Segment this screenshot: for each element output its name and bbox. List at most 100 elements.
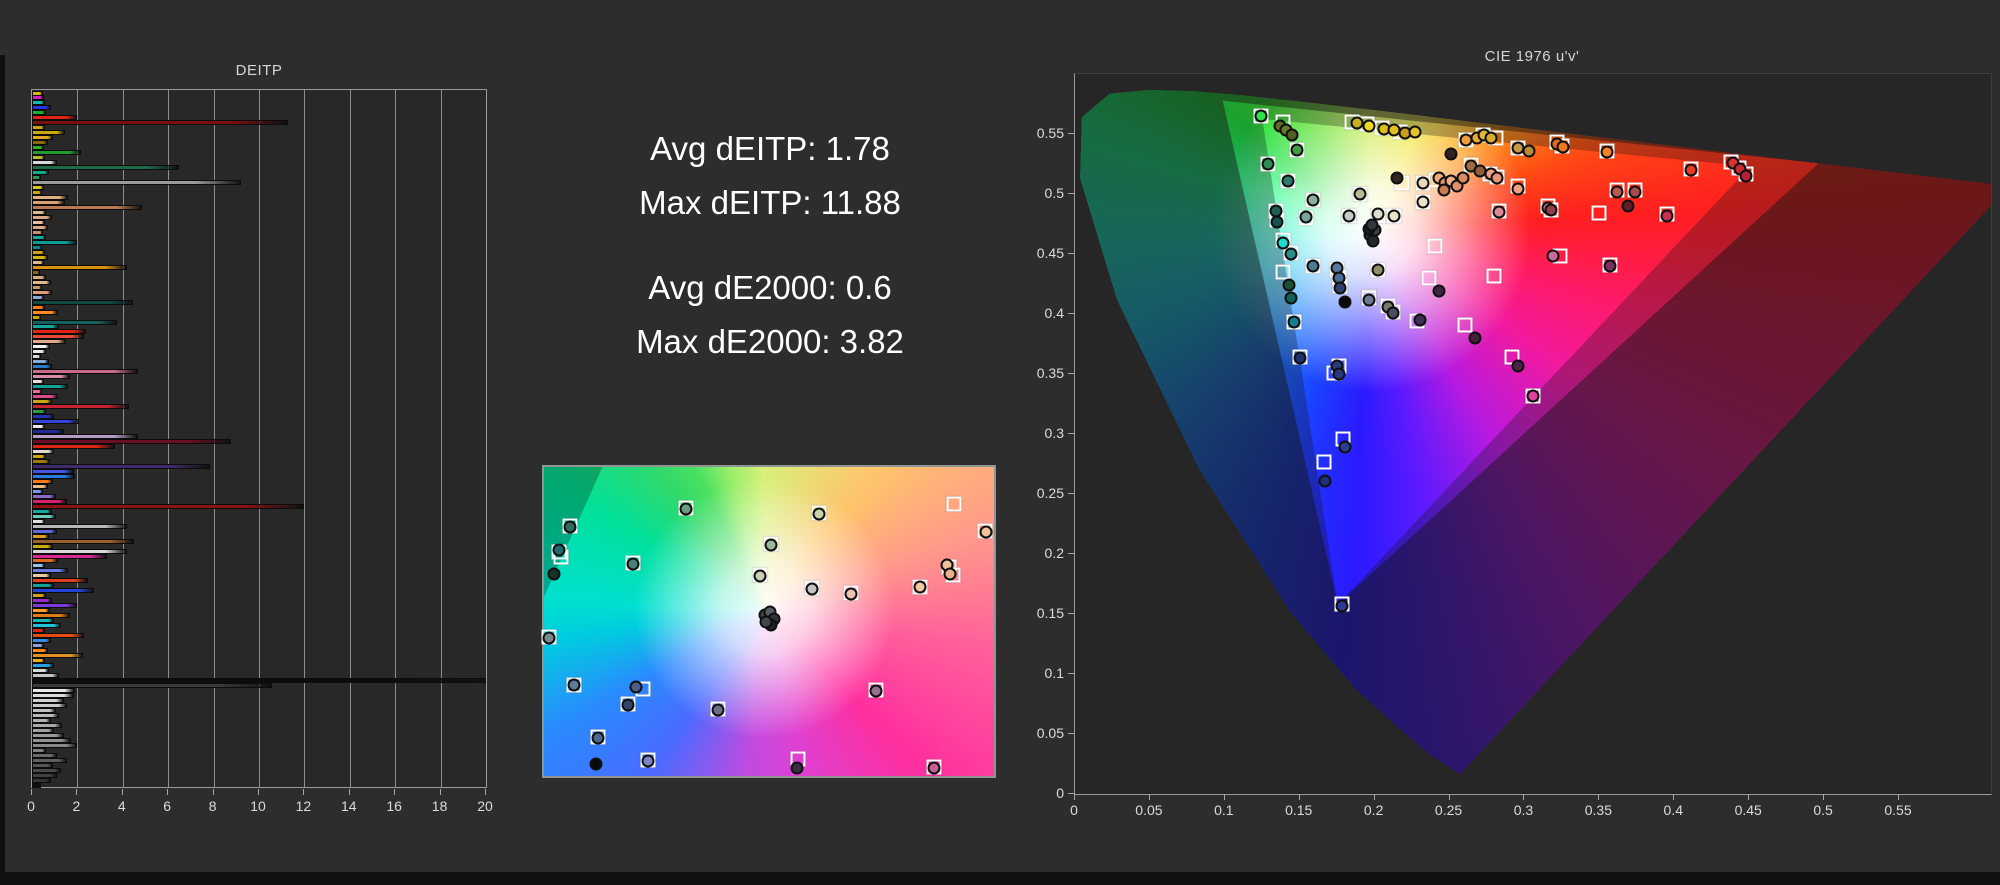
measurement-circle-marker: [913, 580, 927, 594]
measurement-circle-marker: [1546, 249, 1560, 263]
x-tick-label: 0.55: [1884, 802, 1912, 818]
deitp-bar-chart: [31, 89, 487, 788]
measurement-circle-marker: [1408, 125, 1422, 139]
measurement-circle-marker: [1444, 147, 1458, 161]
deitp-bar: [32, 165, 180, 171]
x-tick-label: 0.15: [1285, 802, 1313, 818]
deitp-bar: [32, 349, 47, 355]
deitp-bar: [32, 100, 46, 106]
deitp-bar: [32, 140, 48, 146]
deitp-bar: [32, 563, 46, 569]
x-tick: [167, 789, 169, 795]
deitp-bar: [32, 319, 117, 325]
x-tick: [1298, 794, 1300, 800]
x-tick: [1373, 794, 1375, 800]
measurement-circle-marker: [1276, 236, 1290, 250]
deitp-bar: [32, 588, 95, 594]
measurement-circle-marker: [790, 761, 804, 775]
x-tick: [1223, 794, 1225, 800]
y-tick-label: 0.05: [1036, 725, 1064, 741]
measurement-circle-marker: [1416, 176, 1430, 190]
deitp-bar: [32, 234, 47, 240]
deitp-bar: [32, 195, 69, 201]
deitp-bar: [32, 707, 56, 713]
measurement-circle-marker: [1387, 209, 1401, 223]
deitp-bar: [32, 339, 66, 345]
measurement-circle-marker: [1511, 359, 1525, 373]
y-tick-label: 0.45: [1036, 245, 1064, 261]
measurement-circle-marker: [1287, 315, 1301, 329]
deitp-bar: [32, 239, 78, 245]
deitp-bar: [32, 424, 46, 430]
deitp-bar: [32, 324, 59, 330]
x-tick-label: 0.45: [1734, 802, 1762, 818]
deitp-bar: [32, 483, 48, 489]
measurement-circle-marker: [641, 754, 655, 768]
x-tick: [303, 789, 305, 795]
x-tick: [121, 789, 123, 795]
measurement-circle-marker: [711, 703, 725, 717]
deitp-bar: [32, 294, 45, 300]
deitp-bar: [32, 767, 62, 773]
x-tick: [1748, 794, 1750, 800]
x-tick-label: 10: [250, 798, 266, 814]
deitp-bar: [32, 722, 63, 728]
x-tick-label: 4: [117, 798, 126, 814]
gridline: [213, 90, 215, 787]
deitp-bar: [32, 772, 57, 778]
measurement-circle-marker: [1468, 331, 1482, 345]
deitp-bar: [32, 359, 49, 365]
measurement-circle-marker: [1270, 215, 1284, 229]
deitp-bar: [32, 458, 50, 464]
deitp-bar: [32, 279, 52, 285]
deitp-bar: [32, 677, 486, 683]
measurement-circle-marker: [1318, 474, 1332, 488]
measurement-circle-marker: [563, 520, 577, 534]
deitp-bar: [32, 354, 41, 360]
target-square-marker: [1591, 205, 1607, 221]
left-edge-strip: [0, 55, 5, 872]
deitp-bar: [32, 543, 54, 549]
deitp-bar: [32, 568, 69, 574]
measurement-circle-marker: [1456, 171, 1470, 185]
y-tick-label: 0.35: [1036, 365, 1064, 381]
deitp-bar: [32, 309, 58, 315]
deitp-bar: [32, 727, 55, 733]
measurement-circle-marker: [1492, 205, 1506, 219]
measurement-circle-marker: [1660, 209, 1674, 223]
deitp-bar: [32, 200, 65, 206]
deitp-bar: [32, 533, 49, 539]
measurement-circle-marker: [1610, 185, 1624, 199]
deitp-bar: [32, 468, 74, 474]
deitp-bar: [32, 643, 45, 649]
x-tick-label: 20: [477, 798, 493, 814]
deitp-bar: [32, 384, 69, 390]
y-tick: [1068, 613, 1074, 614]
deitp-bar: [32, 608, 50, 614]
deitp-bar: [32, 503, 304, 509]
measurement-circle-marker: [1306, 193, 1320, 207]
deitp-bar: [32, 473, 75, 479]
deitp-bar: [32, 259, 45, 265]
deitp-bar: [32, 120, 289, 126]
deitp-bar: [32, 737, 72, 743]
measurement-circle-marker: [1254, 109, 1268, 123]
measurement-circle-marker: [1371, 263, 1385, 277]
measurement-circle-marker: [1338, 440, 1352, 454]
deitp-bar: [32, 155, 46, 161]
deitp-bar: [32, 374, 71, 380]
target-square-marker: [1421, 270, 1437, 286]
deitp-bar: [32, 284, 42, 290]
x-tick: [1074, 794, 1075, 800]
measurement-circle-marker: [1386, 306, 1400, 320]
deitp-bar: [32, 244, 42, 250]
measurement-circle-marker: [1332, 367, 1346, 381]
deitp-bar: [32, 249, 46, 255]
measurement-circle-marker: [1628, 185, 1642, 199]
measurement-circle-marker: [1511, 182, 1525, 196]
deitp-bar: [32, 697, 64, 703]
deitp-bar: [32, 443, 115, 449]
deitp-bar: [32, 752, 57, 758]
x-tick-label: 0: [27, 798, 35, 814]
gridline: [304, 90, 306, 787]
